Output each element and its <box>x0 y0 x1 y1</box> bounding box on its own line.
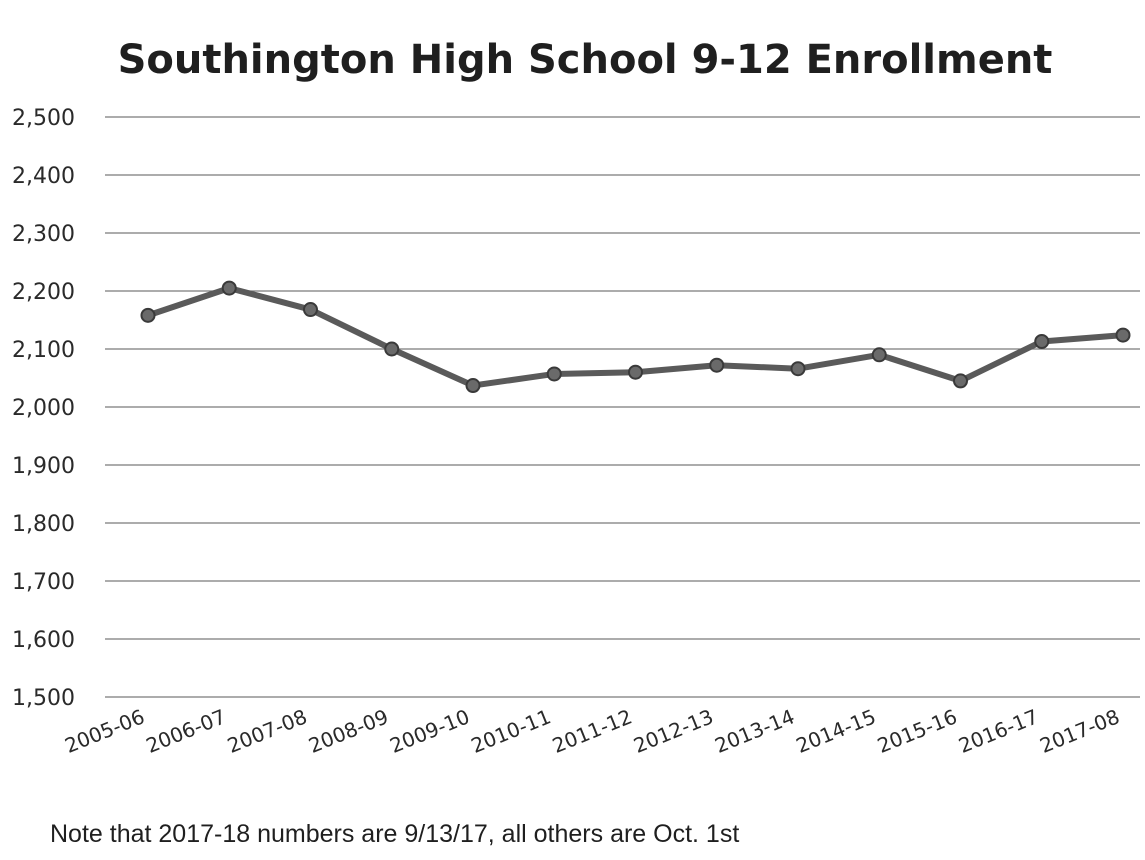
chart-title: Southington High School 9-12 Enrollment <box>118 37 1053 83</box>
x-tick-label: 2008-09 <box>305 704 391 758</box>
x-tick-label: 2017-08 <box>1036 704 1122 758</box>
y-tick-label: 1,600 <box>12 628 75 653</box>
y-tick-label: 2,400 <box>12 164 75 189</box>
chart-note: Note that 2017-18 numbers are 9/13/17, a… <box>50 820 739 848</box>
data-point <box>140 307 156 323</box>
x-axis-ticks: 2005-062006-072007-082008-092009-102010-… <box>61 704 1122 758</box>
data-point <box>221 280 237 296</box>
y-tick-label: 1,800 <box>12 512 75 537</box>
y-tick-label: 2,000 <box>12 396 75 421</box>
x-tick-label: 2012-13 <box>630 704 716 758</box>
x-tick-label: 2006-07 <box>143 704 229 758</box>
x-tick-label: 2013-14 <box>711 704 797 758</box>
x-tick-label: 2015-16 <box>874 704 960 758</box>
x-tick-label: 2014-15 <box>793 704 879 758</box>
data-point <box>1115 327 1131 343</box>
y-tick-label: 2,200 <box>12 280 75 305</box>
data-point <box>871 347 887 363</box>
data-point <box>1034 333 1050 349</box>
x-tick-label: 2011-12 <box>549 704 635 758</box>
data-point <box>953 373 968 389</box>
y-tick-label: 2,300 <box>12 222 75 247</box>
y-tick-label: 2,500 <box>12 106 75 131</box>
x-tick-label: 2010-11 <box>468 704 554 758</box>
y-tick-label: 1,900 <box>12 454 75 479</box>
y-tick-label: 2,100 <box>12 338 75 363</box>
y-tick-label: 1,700 <box>12 570 75 595</box>
y-tick-label: 1,500 <box>12 686 75 711</box>
x-tick-label: 2016-17 <box>955 704 1041 758</box>
data-point <box>465 378 481 394</box>
y-axis-ticks: 1,500 1,600 1,700 1,800 1,900 2,000 2,100 2,200… <box>12 106 75 711</box>
data-point <box>546 366 562 382</box>
x-tick-label: 2009-10 <box>386 704 472 758</box>
data-point <box>628 364 643 380</box>
data-point <box>709 357 725 373</box>
x-tick-label: 2005-06 <box>61 704 147 758</box>
data-point <box>384 341 400 357</box>
x-tick-label: 2007-08 <box>224 704 310 758</box>
data-point <box>790 361 806 377</box>
grid-lines <box>105 116 1140 698</box>
series-layer <box>140 280 1131 394</box>
data-point <box>303 302 318 318</box>
